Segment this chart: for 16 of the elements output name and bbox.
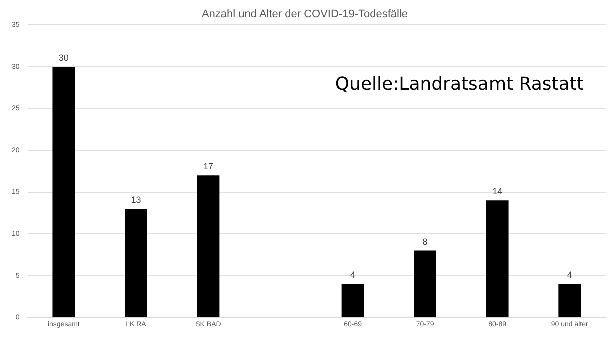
data-label: 30 [58, 52, 69, 63]
data-label: 4 [350, 270, 356, 280]
bar [197, 176, 220, 318]
data-label: 14 [492, 186, 503, 197]
data-label: 8 [422, 236, 428, 247]
chart-title: Anzahl und Alter der COVID-19-Todesfälle [202, 8, 408, 21]
data-label: 4 [567, 270, 572, 280]
bar [486, 200, 509, 318]
annotation: Quelle:Landratsamt Rastatt [335, 74, 584, 95]
bar [558, 284, 582, 318]
bar [52, 66, 76, 318]
data-label: 13 [131, 194, 142, 205]
bar [125, 208, 148, 318]
data-label: 17 [203, 162, 214, 172]
bar [414, 250, 437, 318]
bar [342, 284, 364, 318]
